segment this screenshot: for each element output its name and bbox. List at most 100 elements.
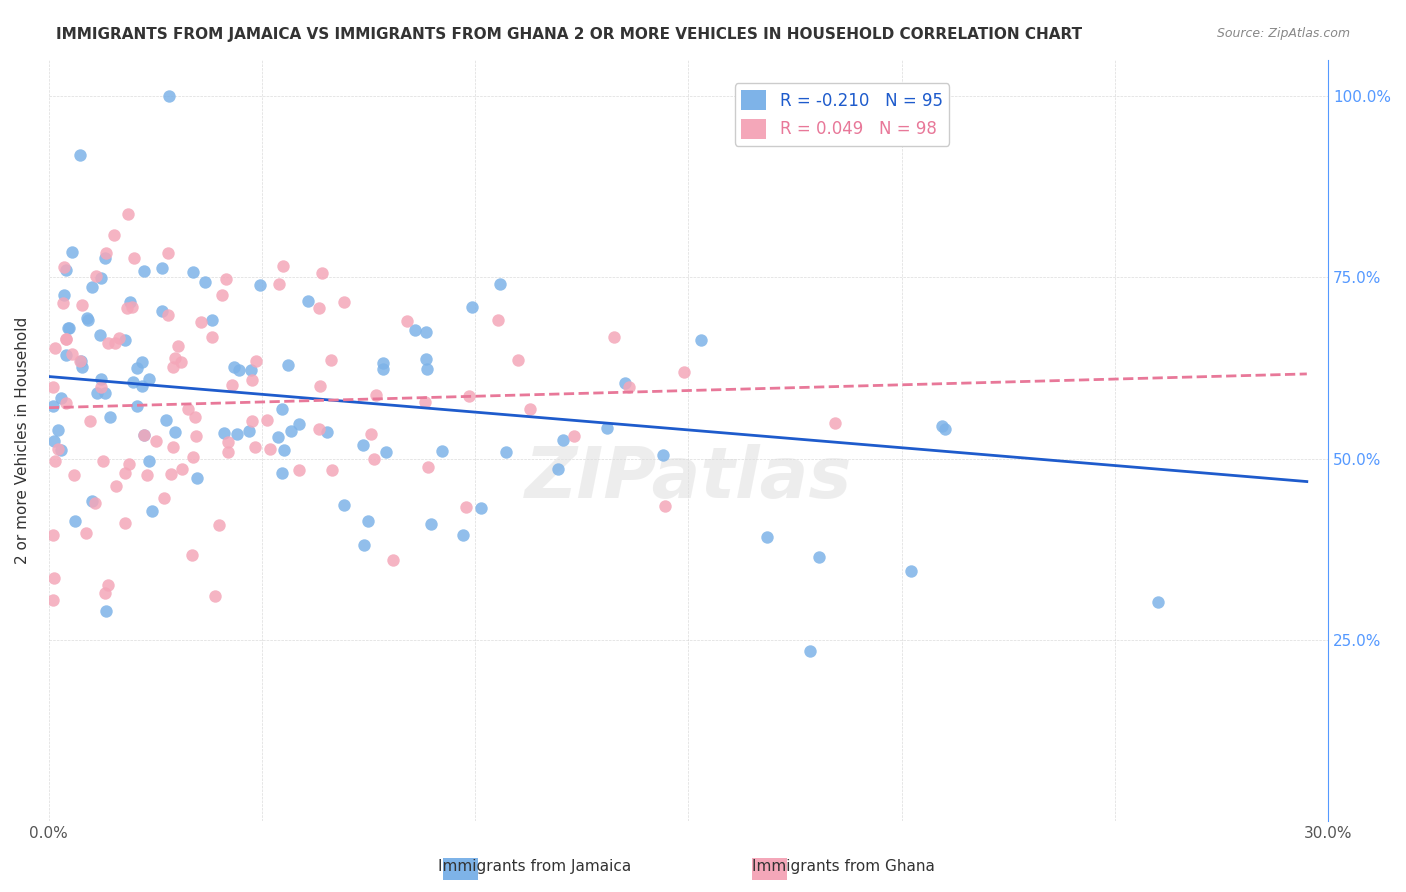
Point — [58, 321, 80, 335]
Point — [308, 301, 330, 315]
Point — [42, 399, 65, 413]
Point — [297, 293, 319, 308]
Point — [114, 334, 136, 348]
Point — [94, 586, 117, 600]
Point — [49, 392, 72, 406]
Text: IMMIGRANTS FROM JAMAICA VS IMMIGRANTS FROM GHANA 2 OR MORE VEHICLES IN HOUSEHOLD: IMMIGRANTS FROM JAMAICA VS IMMIGRANTS FR… — [56, 27, 1083, 42]
Point — [46, 423, 69, 437]
Point — [245, 354, 267, 368]
Point — [1146, 595, 1168, 609]
Point — [86, 385, 108, 400]
Point — [75, 526, 97, 541]
Point — [200, 330, 222, 344]
Point — [115, 301, 138, 315]
Point — [308, 378, 330, 392]
Point — [42, 528, 65, 542]
Point — [416, 362, 439, 376]
Point — [221, 378, 243, 392]
Point — [404, 323, 426, 337]
Point — [617, 380, 640, 394]
Point — [62, 245, 84, 260]
Point — [242, 374, 264, 388]
Point — [240, 362, 263, 376]
Point — [60, 347, 83, 361]
Point — [63, 468, 86, 483]
Point — [70, 360, 93, 375]
Point — [614, 376, 637, 390]
Point — [506, 353, 529, 368]
Point — [208, 518, 231, 533]
Point — [190, 315, 212, 329]
Point — [273, 443, 295, 458]
Text: Source: ZipAtlas.com: Source: ZipAtlas.com — [1216, 27, 1350, 40]
Point — [132, 264, 155, 278]
Point — [652, 448, 675, 462]
Point — [86, 269, 108, 284]
Point — [308, 422, 330, 436]
Point — [114, 516, 136, 530]
Point — [145, 434, 167, 448]
Point — [228, 363, 250, 377]
Point — [238, 424, 260, 438]
Point — [90, 270, 112, 285]
Point — [134, 427, 156, 442]
Point — [138, 454, 160, 468]
Point — [374, 445, 396, 459]
Point — [104, 336, 127, 351]
Point — [321, 463, 343, 477]
Point — [364, 388, 387, 402]
Point — [136, 468, 159, 483]
Point — [249, 277, 271, 292]
Point — [486, 313, 509, 327]
Point — [55, 332, 77, 346]
Point — [332, 295, 354, 310]
Point — [176, 402, 198, 417]
Point — [150, 304, 173, 318]
Point — [96, 246, 118, 260]
Point — [122, 376, 145, 390]
Point — [90, 380, 112, 394]
Point — [225, 426, 247, 441]
Point — [240, 414, 263, 428]
Point — [256, 413, 278, 427]
Point — [672, 365, 695, 379]
Point — [270, 466, 292, 480]
Point — [181, 450, 204, 465]
Point — [125, 361, 148, 376]
Point — [382, 553, 405, 567]
Point — [807, 549, 830, 564]
Point — [79, 414, 101, 428]
Point — [42, 571, 65, 585]
Point — [150, 261, 173, 276]
Point — [46, 442, 69, 456]
Point — [415, 325, 437, 339]
Point — [153, 491, 176, 505]
Point — [311, 266, 333, 280]
Point — [415, 351, 437, 366]
Text: ZIPatlas: ZIPatlas — [524, 444, 852, 513]
Point — [315, 425, 337, 439]
Point — [287, 417, 309, 431]
Point — [418, 459, 440, 474]
Point — [127, 399, 149, 413]
Point — [603, 330, 626, 344]
Point — [217, 435, 239, 450]
Point — [489, 277, 512, 292]
Point — [277, 358, 299, 372]
Point — [413, 395, 436, 409]
Point — [55, 396, 77, 410]
Point — [156, 246, 179, 260]
Point — [63, 514, 86, 528]
Point — [547, 462, 569, 476]
Point — [931, 419, 953, 434]
Point — [156, 308, 179, 322]
Point — [55, 263, 77, 277]
Point — [373, 356, 395, 370]
Point — [562, 429, 585, 443]
Point — [49, 442, 72, 457]
Point — [900, 564, 922, 578]
Point — [163, 425, 186, 439]
Point — [84, 496, 107, 510]
Point — [259, 442, 281, 456]
Point — [458, 389, 481, 403]
